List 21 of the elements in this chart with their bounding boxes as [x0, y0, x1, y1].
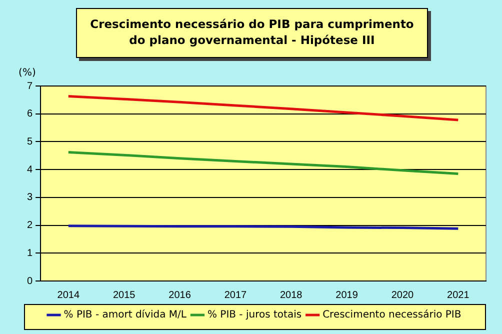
x-tick-label: 2017: [224, 290, 247, 301]
x-tick-label: 2015: [112, 290, 136, 301]
y-tick-label: 7: [27, 80, 33, 92]
y-tick-label: 6: [27, 108, 33, 120]
legend-label: % PIB - juros totais: [207, 310, 302, 321]
y-tick-label: 2: [27, 220, 33, 232]
x-tick-label: 2014: [57, 290, 80, 301]
y-tick-label: 4: [27, 164, 33, 176]
y-tick-label: 5: [27, 136, 33, 148]
y-tick-label: 3: [27, 192, 33, 204]
legend-label: % PIB - amort dívida M/L: [64, 310, 187, 321]
legend-label: Crescimento necessário PIB: [322, 310, 462, 321]
x-tick-label: 2021: [447, 290, 470, 301]
x-tick-label: 2019: [336, 290, 358, 301]
y-axis-title: (%): [18, 68, 36, 79]
x-tick-label: 2020: [391, 290, 414, 301]
y-tick-label: 1: [27, 248, 33, 259]
x-tick-label: 2018: [280, 290, 303, 301]
chart-title: Crescimento necessário do PIB para cumprimento do plano governamental - Hipótese III: [76, 8, 428, 58]
y-tick-label: 0: [27, 276, 33, 287]
x-tick-label: 2016: [168, 290, 192, 301]
